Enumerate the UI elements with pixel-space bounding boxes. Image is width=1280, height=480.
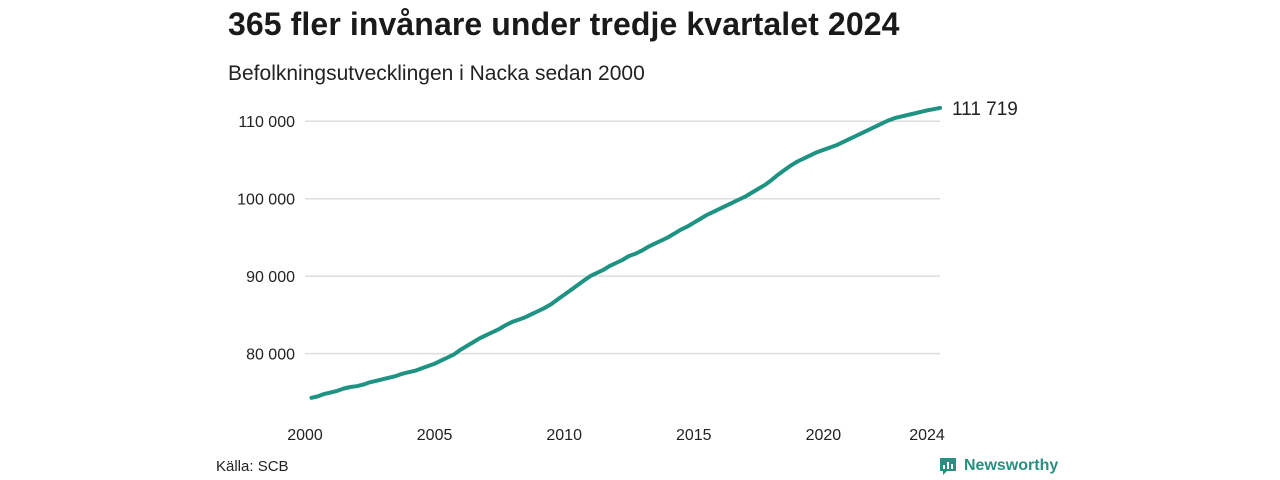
x-tick-label: 2024 xyxy=(909,427,945,444)
population-series-line xyxy=(309,105,942,400)
end-value-label: 111 719 xyxy=(952,99,1018,120)
x-tick-label: 2010 xyxy=(546,427,582,444)
bar-chart-icon xyxy=(940,458,956,475)
x-tick-label: 2015 xyxy=(676,427,712,444)
gridlines xyxy=(305,120,940,355)
y-tick-label: 100 000 xyxy=(237,192,295,209)
y-tick-label: 80 000 xyxy=(246,347,295,364)
brand-name: Newsworthy xyxy=(964,457,1059,474)
x-tick-label: 2000 xyxy=(287,427,323,444)
source-label: Källa: SCB xyxy=(216,458,289,475)
chart-subtitle: Befolkningsutvecklingen i Nacka sedan 20… xyxy=(228,62,645,85)
x-axis-ticks: 2000 2005 2010 2015 2020 2024 xyxy=(287,427,945,444)
x-tick-label: 2005 xyxy=(417,427,453,444)
x-tick-label: 2020 xyxy=(806,427,842,444)
y-tick-label: 90 000 xyxy=(246,269,295,286)
brand-logo: Newsworthy xyxy=(938,456,1058,476)
y-tick-label: 110 000 xyxy=(238,114,295,131)
y-axis-ticks: 80 000 90 000 100 000 110 000 xyxy=(237,114,295,363)
chart-title: 365 fler invånare under tredje kvartalet… xyxy=(228,6,900,42)
